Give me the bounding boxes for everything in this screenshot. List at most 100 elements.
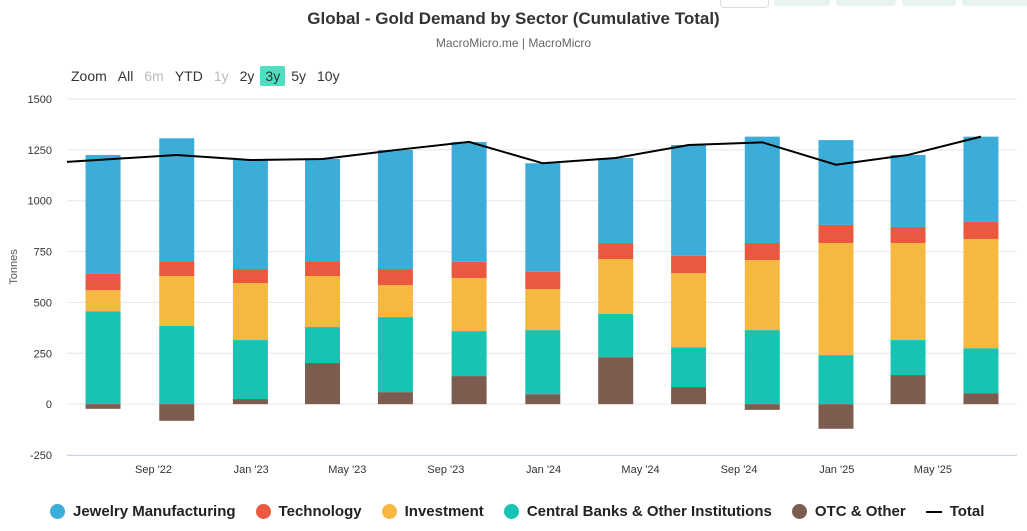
bar-segment <box>671 347 707 388</box>
bar-segment <box>232 283 268 341</box>
bar-segment <box>377 269 413 286</box>
bar-segment <box>744 330 780 405</box>
legend-label: Jewelry Manufacturing <box>73 503 236 520</box>
x-tick-label: May '25 <box>914 464 952 476</box>
bar-segment <box>232 340 268 400</box>
legend-item-otc[interactable]: OTC & Other <box>791 503 906 520</box>
legend-item-central-banks[interactable]: Central Banks & Other Institutions <box>503 503 772 520</box>
bar-segment <box>451 278 487 332</box>
bar-segment <box>159 404 195 421</box>
chart-title: Global - Gold Demand by Sector (Cumulati… <box>307 9 720 28</box>
bar-segment <box>963 238 999 349</box>
total-line <box>66 135 982 166</box>
bar-segment <box>818 243 854 356</box>
zoom-label: Zoom <box>71 68 107 84</box>
y-tick-label: 0 <box>46 399 52 411</box>
legend-label: Technology <box>278 503 362 520</box>
toolbar-button[interactable] <box>836 0 896 6</box>
bar-segment <box>744 136 780 244</box>
bar-segment <box>818 224 854 244</box>
bar-segment <box>305 327 341 364</box>
bar-segment <box>159 261 195 276</box>
toolbar-button[interactable] <box>774 0 830 6</box>
legend: Jewelry Manufacturing Technology Investm… <box>50 503 1004 520</box>
range-selector: Zoom All 6m YTD 1y 2y 3y 5y 10y <box>66 66 346 86</box>
bar-segment <box>963 136 999 222</box>
bar-segment <box>451 331 487 377</box>
range-6m-button[interactable]: 6m <box>144 68 164 84</box>
range-all-button[interactable]: All <box>117 68 134 84</box>
toolbar-button[interactable] <box>962 0 1027 6</box>
legend-item-jewelry[interactable]: Jewelry Manufacturing <box>50 503 236 520</box>
range-2y-button[interactable]: 2y <box>239 68 255 84</box>
y-tick-label: 250 <box>34 348 52 360</box>
bar-segment <box>159 138 195 262</box>
legend-item-technology[interactable]: Technology <box>255 503 362 520</box>
legend-item-total[interactable]: Total <box>925 503 985 520</box>
legend-label: Investment <box>404 503 484 520</box>
bar-segment <box>598 314 634 358</box>
legend-label: OTC & Other <box>814 503 906 520</box>
y-tick-label: 750 <box>34 247 52 259</box>
bar-segment <box>671 144 707 256</box>
bar-segment <box>451 261 487 279</box>
chart-subtitle: MacroMicro.me | MacroMicro <box>435 36 592 50</box>
x-tick-label: Sep '24 <box>721 464 758 476</box>
bar-segment <box>818 404 854 429</box>
legend-swatch <box>255 504 271 519</box>
bar-segment <box>671 387 707 405</box>
bar-segment <box>744 404 780 410</box>
bar-segment <box>598 259 634 315</box>
bar-segment <box>890 375 926 405</box>
legend-label: Total <box>949 503 985 520</box>
bar-segment <box>963 348 999 394</box>
bar-segment <box>85 290 121 312</box>
y-tick-label: 1250 <box>28 145 52 157</box>
bar-segment <box>598 357 634 405</box>
x-tick-label: Jan '23 <box>234 464 269 476</box>
x-tick-label: Jan '24 <box>526 464 561 476</box>
bar-segment <box>525 289 561 331</box>
bar-segment <box>525 330 561 395</box>
x-tick-label: May '24 <box>621 464 659 476</box>
bar-segment <box>85 273 121 291</box>
y-tick-label: 1500 <box>28 94 52 106</box>
legend-label: Central Banks & Other Institutions <box>526 503 772 520</box>
bar-segment <box>744 243 780 261</box>
range-1y-button[interactable]: 1y <box>213 68 229 84</box>
bar-segment <box>159 275 195 327</box>
bar-segment <box>963 221 999 239</box>
bar-segment <box>890 226 926 244</box>
bar-segment <box>525 163 561 272</box>
bar-segment <box>890 340 926 376</box>
bar-segment <box>85 154 121 274</box>
toolbar-button[interactable] <box>902 0 956 6</box>
bar-segment <box>890 243 926 341</box>
bar-segment <box>525 394 561 405</box>
range-ytd-button[interactable]: YTD <box>174 68 203 84</box>
legend-swatch <box>381 504 397 519</box>
bar-segment <box>305 261 341 276</box>
toolbar-button[interactable] <box>720 0 769 8</box>
bar-segment <box>818 355 854 405</box>
x-tick-label: Sep '22 <box>135 464 172 476</box>
range-10y-button[interactable]: 10y <box>317 68 340 84</box>
y-tick-label: 500 <box>34 297 52 309</box>
bar-segment <box>744 260 780 331</box>
legend-line-swatch <box>925 510 942 513</box>
bar-segment <box>598 157 634 244</box>
bar-segment <box>85 404 121 409</box>
legend-item-investment[interactable]: Investment <box>381 503 484 520</box>
bar-segment <box>451 141 487 262</box>
bar-segment <box>377 150 413 270</box>
bar-segment <box>818 140 854 225</box>
bar-segment <box>159 326 195 405</box>
x-tick-label: Jan '25 <box>819 464 854 476</box>
range-5y-button[interactable]: 5y <box>291 68 306 84</box>
bar-segment <box>305 363 341 405</box>
bar-segment <box>232 160 268 270</box>
range-3y-button[interactable]: 3y <box>260 66 286 86</box>
y-tick-label: -250 <box>30 450 52 462</box>
bar-segment <box>598 243 634 260</box>
